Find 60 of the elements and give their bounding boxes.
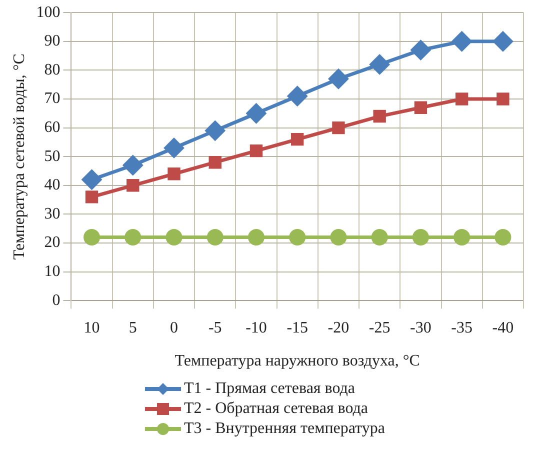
- y-tick-label: 60: [44, 119, 60, 136]
- point: [371, 228, 388, 246]
- point: [494, 228, 512, 246]
- point: [288, 86, 308, 106]
- x-tick-label: -5: [208, 319, 222, 336]
- x-tick-label: -20: [328, 319, 350, 336]
- y-tick-label: 80: [44, 61, 60, 78]
- y-axis-title: Температура сетевой воды, °C: [10, 54, 28, 260]
- x-tick-label: 10: [84, 319, 100, 336]
- x-tick-label: -30: [410, 319, 432, 336]
- legend-label: T1 - Прямая сетевая вода: [184, 380, 356, 398]
- point: [166, 228, 182, 246]
- y-tick-label: 10: [44, 263, 60, 280]
- x-tick-label: 0: [170, 319, 178, 336]
- point: [206, 228, 224, 246]
- y-tick-label: 90: [44, 32, 60, 50]
- point: [289, 228, 306, 246]
- point: [332, 121, 345, 134]
- x-tick-label: -35: [451, 319, 472, 336]
- point: [412, 228, 429, 246]
- point: [370, 54, 390, 74]
- point: [164, 138, 184, 158]
- point: [205, 120, 225, 140]
- point: [373, 110, 386, 123]
- y-tick-label: 100: [36, 4, 60, 21]
- x-tick-label: -15: [286, 319, 308, 336]
- legend-label: T3 - Внутренняя температура: [184, 420, 385, 438]
- point: [414, 101, 428, 114]
- y-tick-label: 0: [52, 292, 60, 309]
- point: [454, 228, 470, 246]
- point: [455, 92, 468, 106]
- y-tick-label: 30: [44, 205, 60, 222]
- point: [126, 179, 140, 192]
- point: [496, 92, 510, 106]
- point: [291, 132, 304, 146]
- point: [493, 32, 513, 52]
- point: [85, 190, 98, 204]
- point: [84, 228, 100, 246]
- point: [124, 228, 142, 246]
- point: [246, 104, 266, 124]
- point: [328, 69, 348, 89]
- point: [330, 228, 347, 246]
- x-tick-label: -10: [246, 319, 267, 336]
- y-tick-label: 70: [44, 90, 60, 108]
- point: [250, 144, 263, 158]
- y-tick-label: 20: [44, 234, 60, 252]
- x-tick-label: -25: [368, 319, 390, 336]
- point: [452, 32, 472, 52]
- x-axis-title: Температура наружного воздуха, °C: [174, 352, 420, 370]
- point: [248, 228, 264, 246]
- y-tick-label: 50: [44, 148, 60, 165]
- legend-label: T2 - Обратная сетевая вода: [184, 400, 368, 418]
- point: [168, 168, 180, 180]
- point: [410, 40, 430, 60]
- x-tick-label: -40: [492, 319, 514, 336]
- point: [123, 155, 143, 175]
- y-tick-label: 40: [44, 176, 60, 194]
- point: [208, 156, 222, 169]
- x-tick-label: 5: [128, 319, 137, 336]
- point: [82, 170, 102, 190]
